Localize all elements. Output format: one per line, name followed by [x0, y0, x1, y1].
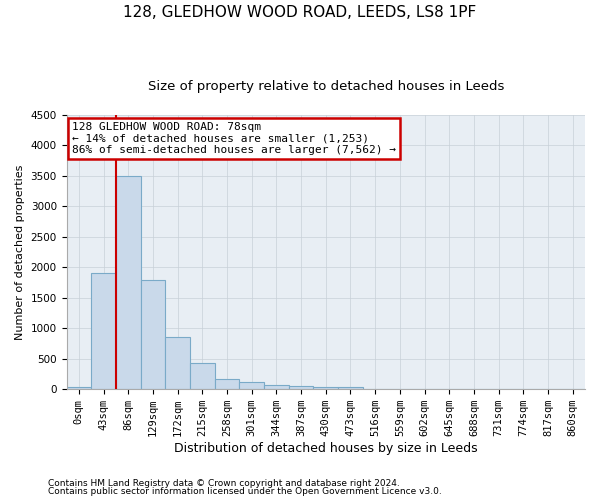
Bar — [313, 387, 338, 389]
Text: Contains public sector information licensed under the Open Government Licence v3: Contains public sector information licen… — [48, 487, 442, 496]
X-axis label: Distribution of detached houses by size in Leeds: Distribution of detached houses by size … — [174, 442, 478, 455]
Text: Contains HM Land Registry data © Crown copyright and database right 2024.: Contains HM Land Registry data © Crown c… — [48, 478, 400, 488]
Y-axis label: Number of detached properties: Number of detached properties — [15, 164, 25, 340]
Bar — [165, 338, 190, 389]
Bar — [264, 385, 289, 389]
Bar — [116, 176, 140, 389]
Bar — [338, 388, 363, 389]
Bar — [190, 363, 215, 389]
Bar — [67, 388, 91, 389]
Bar — [140, 280, 165, 389]
Text: 128 GLEDHOW WOOD ROAD: 78sqm
← 14% of detached houses are smaller (1,253)
86% of: 128 GLEDHOW WOOD ROAD: 78sqm ← 14% of de… — [72, 122, 396, 155]
Bar — [91, 274, 116, 389]
Bar — [289, 386, 313, 389]
Bar — [239, 382, 264, 389]
Title: Size of property relative to detached houses in Leeds: Size of property relative to detached ho… — [148, 80, 504, 93]
Text: 128, GLEDHOW WOOD ROAD, LEEDS, LS8 1PF: 128, GLEDHOW WOOD ROAD, LEEDS, LS8 1PF — [124, 5, 476, 20]
Bar — [215, 379, 239, 389]
